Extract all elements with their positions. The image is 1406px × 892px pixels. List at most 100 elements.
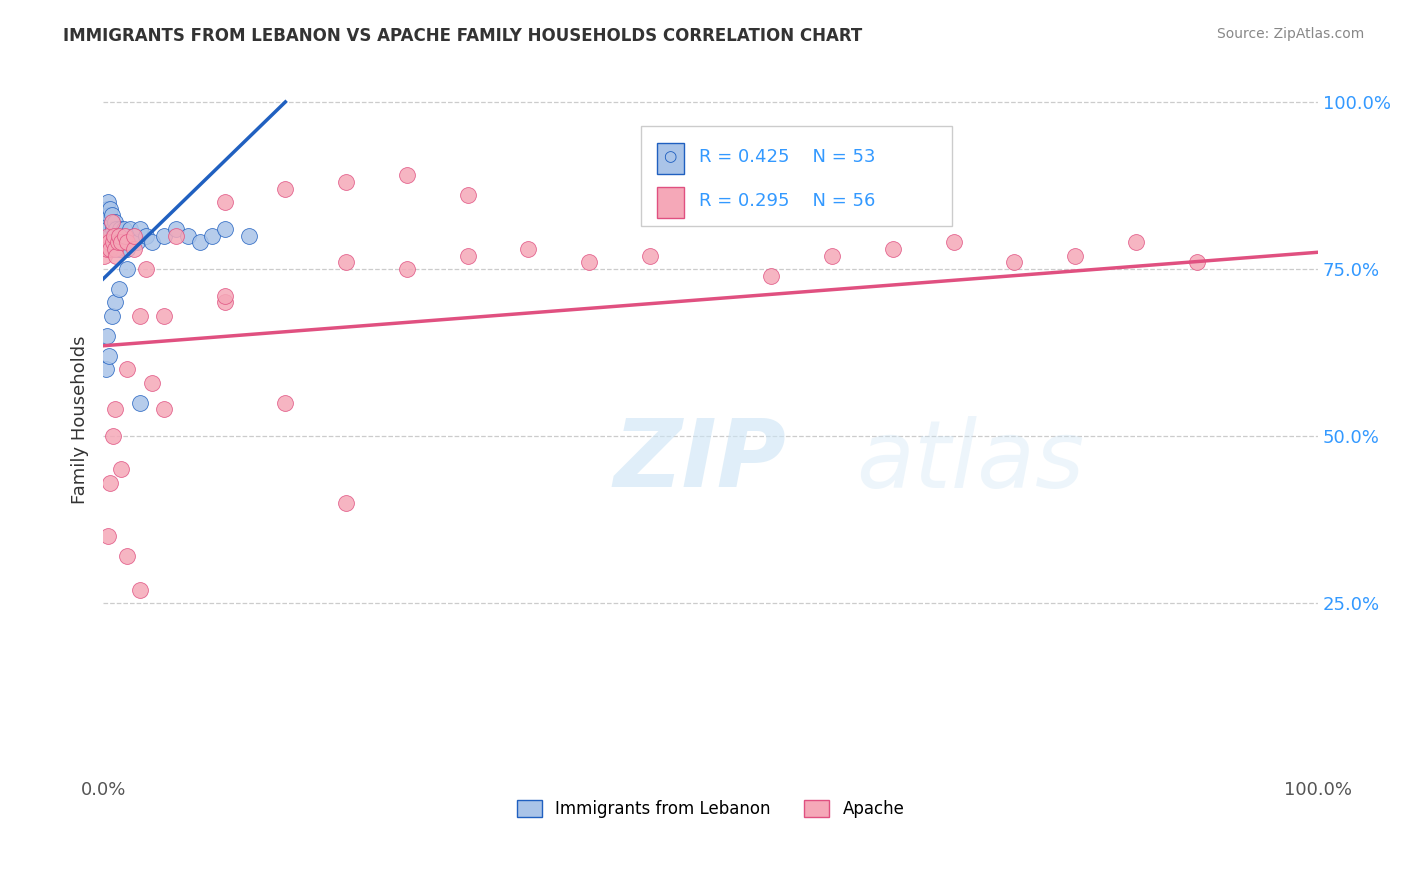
Point xyxy=(100,209,122,223)
Point xyxy=(821,249,844,263)
Point xyxy=(578,255,600,269)
Point xyxy=(108,222,131,236)
Point xyxy=(114,228,136,243)
Point xyxy=(201,228,224,243)
Point xyxy=(274,182,297,196)
Point xyxy=(97,529,120,543)
Point xyxy=(118,222,141,236)
Point xyxy=(100,215,122,229)
Point xyxy=(117,235,139,250)
Point xyxy=(141,376,163,390)
Point xyxy=(128,309,150,323)
Point xyxy=(128,222,150,236)
Point xyxy=(105,222,128,236)
Point xyxy=(1002,255,1025,269)
Point xyxy=(98,209,121,223)
Point xyxy=(100,242,122,256)
Text: R = 0.295    N = 56: R = 0.295 N = 56 xyxy=(699,192,876,211)
Point xyxy=(335,255,357,269)
Point xyxy=(517,242,540,256)
Point xyxy=(214,295,236,310)
Point xyxy=(1185,255,1208,269)
Point xyxy=(97,228,120,243)
Point xyxy=(105,235,128,250)
Point xyxy=(699,155,721,169)
Point xyxy=(141,235,163,250)
Point xyxy=(153,402,176,417)
Point xyxy=(104,295,127,310)
Point xyxy=(96,215,118,229)
Point xyxy=(942,235,965,250)
Point xyxy=(96,328,118,343)
Point xyxy=(274,395,297,409)
Point xyxy=(335,496,357,510)
Point xyxy=(335,175,357,189)
Point xyxy=(94,235,117,250)
Point xyxy=(457,188,479,202)
Point xyxy=(104,402,127,417)
Point xyxy=(104,228,127,243)
Point xyxy=(100,309,122,323)
Point xyxy=(122,228,145,243)
Point xyxy=(153,309,176,323)
Point xyxy=(117,242,139,256)
Point xyxy=(94,228,117,243)
Point xyxy=(153,228,176,243)
Point xyxy=(103,242,125,256)
Point xyxy=(97,222,120,236)
Text: R = 0.425    N = 53: R = 0.425 N = 53 xyxy=(699,148,876,166)
Point xyxy=(135,228,157,243)
Point xyxy=(1125,235,1147,250)
Point xyxy=(103,228,125,243)
Point xyxy=(110,242,132,256)
Point xyxy=(115,235,138,250)
Text: Source: ZipAtlas.com: Source: ZipAtlas.com xyxy=(1216,27,1364,41)
Point xyxy=(165,228,187,243)
Point xyxy=(107,228,129,243)
Point xyxy=(122,242,145,256)
Point xyxy=(110,235,132,250)
Point xyxy=(93,235,115,250)
Point xyxy=(96,242,118,256)
Point xyxy=(214,195,236,210)
Point xyxy=(98,235,121,250)
Point xyxy=(882,242,904,256)
Point xyxy=(188,235,211,250)
Text: IMMIGRANTS FROM LEBANON VS APACHE FAMILY HOUSEHOLDS CORRELATION CHART: IMMIGRANTS FROM LEBANON VS APACHE FAMILY… xyxy=(63,27,862,45)
Point xyxy=(108,235,131,250)
Point xyxy=(457,249,479,263)
Point xyxy=(110,462,132,476)
Point xyxy=(97,195,120,210)
Point xyxy=(395,169,418,183)
Point xyxy=(135,262,157,277)
Point xyxy=(101,228,124,243)
Point xyxy=(107,242,129,256)
Point xyxy=(98,235,121,250)
Point xyxy=(100,202,122,216)
Point xyxy=(94,209,117,223)
Point xyxy=(177,228,200,243)
Point xyxy=(110,228,132,243)
Text: ○: ○ xyxy=(664,149,676,164)
Point xyxy=(761,268,783,283)
Point xyxy=(100,228,122,243)
Point xyxy=(98,349,121,363)
Point xyxy=(638,249,661,263)
Point xyxy=(101,222,124,236)
Point xyxy=(101,235,124,250)
Point xyxy=(395,262,418,277)
Text: atlas: atlas xyxy=(856,416,1084,507)
Point xyxy=(101,429,124,443)
Point xyxy=(103,235,125,250)
Point xyxy=(165,222,187,236)
Legend: Immigrants from Lebanon, Apache: Immigrants from Lebanon, Apache xyxy=(510,793,911,825)
Point xyxy=(114,228,136,243)
Point xyxy=(238,228,260,243)
Point xyxy=(104,215,127,229)
Point xyxy=(94,362,117,376)
Point xyxy=(214,222,236,236)
Point xyxy=(112,222,135,236)
Point xyxy=(128,395,150,409)
Point xyxy=(1064,249,1087,263)
Point xyxy=(104,242,127,256)
